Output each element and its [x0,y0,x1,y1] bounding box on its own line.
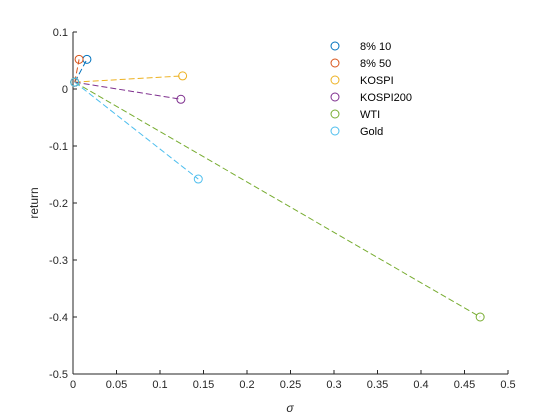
y-tick-label: -0.2 [49,198,68,210]
y-tick-label: -0.5 [49,369,68,381]
series-point-4 [176,94,186,104]
x-tick-label: 0.3 [326,379,341,391]
legend-label-3: KOSPI [360,75,394,87]
series-line-4 [74,81,181,100]
series-point-1 [82,54,92,64]
plot-area [70,54,485,322]
series-point-5 [475,312,485,322]
y-tick-label: 0 [62,84,68,96]
legend-marker-3 [330,75,340,85]
x-tick-label: 0.25 [280,379,301,391]
x-tick-label: 0.5 [500,379,515,391]
legend-label-1: 8% 10 [360,41,391,53]
legend: 8% 10 8% 50 KOSPI KOSPI200 WTI Gold [330,41,412,138]
axes: 0 0.05 0.1 0.15 0.2 0.25 0.3 0.35 0.4 0.45 0.5 0.1 0… [49,27,516,391]
series-point-3 [178,71,188,81]
legend-marker-4 [330,92,340,102]
x-axis-label: σ [286,401,294,415]
legend-label-5: WTI [360,109,380,121]
x-tick-label: 0.35 [367,379,388,391]
x-tick-label: 0.4 [413,379,428,391]
x-tick-label: 0 [70,379,76,391]
series-line-3 [74,75,183,83]
series-line-5 [74,81,481,318]
y-axis-label: return [27,187,41,218]
y-tick-label: 0.1 [53,27,68,39]
x-tick-label: 0.15 [193,379,214,391]
legend-marker-6 [330,126,340,136]
y-tick-label: -0.4 [49,312,68,324]
x-tick-label: 0.1 [152,379,167,391]
legend-label-6: Gold [360,126,383,138]
series-point-2 [74,54,84,64]
x-tick-label: 0.45 [454,379,475,391]
series-point-6 [70,77,80,87]
series-point-6 [193,174,203,184]
legend-marker-5 [330,109,340,119]
x-tick-label: 0.2 [239,379,254,391]
legend-label-4: KOSPI200 [360,92,412,104]
legend-marker-2 [330,58,340,68]
legend-marker-1 [330,41,340,51]
x-tick-label: 0.05 [106,379,127,391]
series-line-6 [74,81,199,180]
legend-label-2: 8% 50 [360,58,391,70]
y-tick-label: -0.3 [49,255,68,267]
y-tick-label: -0.1 [49,141,68,153]
